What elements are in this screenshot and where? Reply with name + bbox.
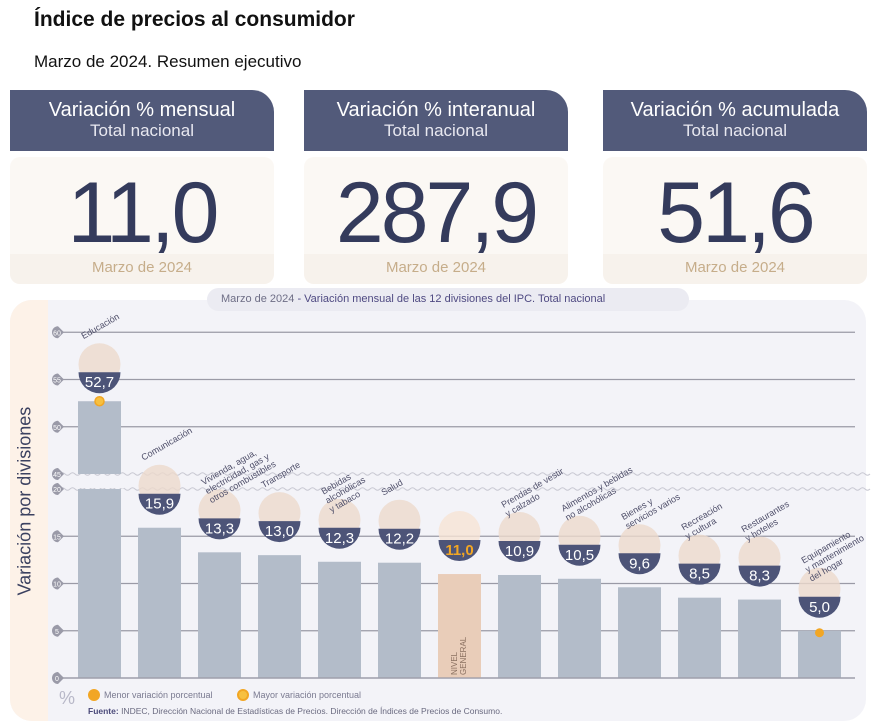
tick-marker [52,624,64,637]
bar [198,552,241,678]
legend-max: Mayor variación porcentual [237,689,361,701]
chart-title-date: Marzo de 2024 [221,293,295,305]
source-text: INDEC, Dirección Nacional de Estadística… [118,706,503,716]
value-badge [798,596,841,618]
unit-label: % [59,688,76,708]
category-label: Salud [380,477,405,497]
data-label: 13,0 [265,523,294,540]
y-tick-label: 45 [53,472,61,479]
y-tick-label: 60 [53,330,61,337]
card-title: Variación % interanual [336,99,536,121]
legend-min-label: Menor variación porcentual [104,690,213,700]
data-label: 11,0 [445,542,473,559]
source-label: Fuente: [88,706,119,716]
card-date: Marzo de 2024 [603,254,867,284]
axis-break-gap [76,476,124,488]
bar [618,587,661,678]
value-badge [138,493,181,515]
y-tick-label: 15 [53,534,61,541]
value-badge [438,540,481,562]
card-interanual: Variación % interanual Total nacional 287… [304,90,568,284]
tick-marker [52,530,64,543]
max-marker-icon [237,689,249,701]
bar [438,574,481,678]
bar [558,578,601,678]
y-tick-label: 20 [53,487,61,494]
card-date: Marzo de 2024 [304,254,568,284]
data-label: 8,3 [749,568,770,585]
tick-marker [52,468,64,480]
bar-inner-label: NIVEL [450,651,459,675]
category-label: Comunicación [140,425,194,462]
value-badge [78,372,121,394]
value-badge [378,528,421,550]
value-badge [198,518,241,540]
category-label: Educación [80,311,121,341]
tick-marker [52,373,64,386]
data-label: 10,5 [565,547,594,564]
card-acumulada: Variación % acumulada Total nacional 51,6… [603,90,867,284]
page-title: Índice de precios al consumidor [34,8,355,31]
y-tick-label: 50 [53,425,61,432]
chart-title-text: - Variación mensual de las 12 divisiones… [294,293,606,305]
max-marker [94,395,105,407]
data-label: 52,7 [85,374,114,391]
card-mensual: Variación % mensual Total nacional 11,0 Ma… [10,90,274,284]
bar [798,630,841,678]
bar-inner-label: GENERAL [459,636,468,675]
card-title: Variación % mensual [48,99,236,121]
bar [138,527,181,678]
data-label: 13,3 [205,520,234,537]
tick-marker [52,672,64,684]
data-label: 15,9 [145,496,174,513]
tick-marker [52,420,64,433]
bar [738,599,781,678]
card-subtitle: Total nacional [683,121,787,140]
bar-chart: 0 5 10 15 20 45 50 55 60 52,7 Educación 15,9 Comunic… [52,311,871,684]
y-tick-label: 10 [53,582,61,589]
bar [258,555,301,678]
data-label: 9,6 [629,555,650,572]
data-label: 5,0 [809,599,830,616]
tick-marker [52,577,64,590]
legend-min: Menor variación porcentual [88,689,213,701]
page-subtitle: Marzo de 2024. Resumen ejecutivo [34,52,302,71]
data-label: 8,5 [689,566,710,583]
bar [678,597,721,678]
card-date: Marzo de 2024 [10,254,274,284]
card-subtitle: Total nacional [90,121,194,140]
bar [78,489,121,678]
y-tick-label: 55 [53,378,61,385]
value-badge [498,540,541,562]
min-marker-icon [88,689,100,701]
bar [498,574,541,678]
value-badge [558,544,601,566]
tick-marker [52,483,64,495]
axis-break-line [59,487,871,491]
y-tick-label: 0 [55,676,59,683]
source-note: Fuente: INDEC, Dirección Nacional de Est… [88,706,502,716]
value-badge [318,527,361,549]
min-marker [815,628,824,638]
legend-max-label: Mayor variación porcentual [253,690,362,700]
data-label: 10,9 [505,543,534,560]
bar [78,401,121,474]
value-badge [618,553,661,575]
card-value: 51,6 [657,165,815,261]
card-value: 11,0 [67,165,220,261]
data-label: 12,2 [385,531,414,548]
axis-break-line [59,472,871,476]
value-badge [678,563,721,585]
bar [378,562,421,678]
chart-title: Marzo de 2024 - Variación mensual de las… [207,288,689,311]
data-label: 12,3 [325,530,354,547]
card-title: Variación % acumulada [630,99,840,121]
card-value: 287,9 [335,165,539,261]
tick-marker [52,326,64,339]
y-tick-label: 5 [55,629,59,636]
card-subtitle: Total nacional [384,121,488,140]
value-badge [738,565,781,587]
bar [318,561,361,678]
value-badge [258,521,301,543]
